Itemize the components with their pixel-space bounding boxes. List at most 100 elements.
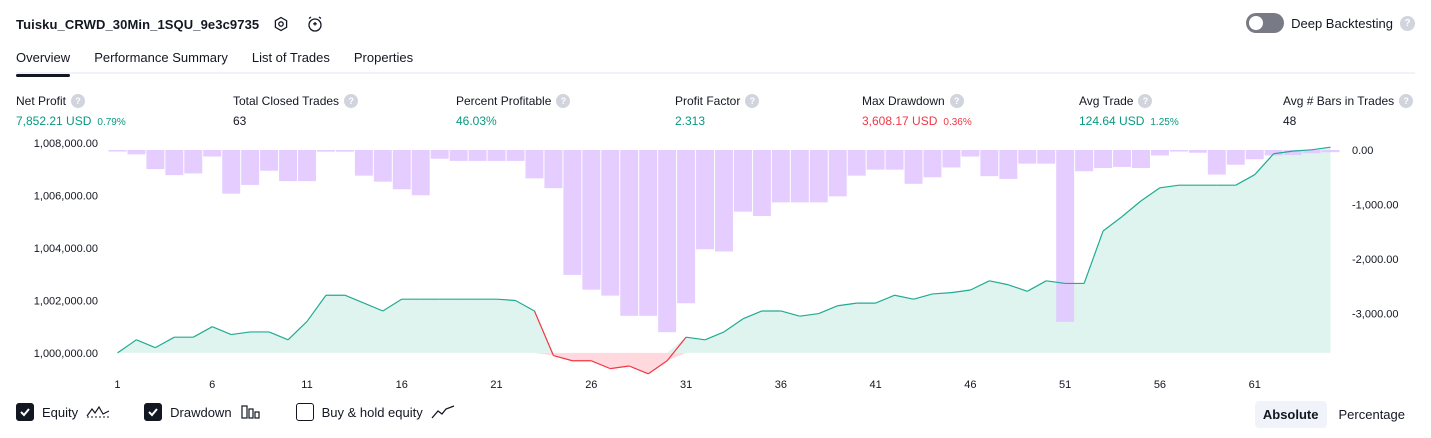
legend-label: Equity [42, 404, 79, 420]
metric-profit-factor: Profit Factor? 2.313 [675, 94, 760, 128]
tab-properties[interactable]: Properties [353, 50, 414, 65]
equity-line-segment [1102, 216, 1123, 232]
equity-line-segment [553, 354, 573, 362]
drawdown-bars-icon [240, 404, 262, 420]
equity-line-segment [515, 299, 535, 312]
info-icon[interactable]: ? [745, 94, 760, 108]
equity-line-segment [1273, 150, 1293, 155]
drawdown-bar [127, 150, 146, 155]
equity-line-segment [155, 336, 175, 349]
legend-buy-hold[interactable]: Buy & hold equity [295, 403, 455, 421]
equity-line-segment [1235, 174, 1255, 186]
equity-line-segment [382, 298, 403, 312]
equity-line-segment [306, 294, 327, 322]
equity-line-segment [686, 336, 706, 341]
drawdown-bar [677, 150, 696, 304]
gear-icon[interactable] [269, 12, 293, 36]
drawdown-bar [506, 150, 525, 161]
equity-line-segment [533, 310, 554, 356]
drawdown-bar [487, 150, 506, 161]
percentage-button[interactable]: Percentage [1338, 407, 1406, 422]
add-alert-icon[interactable] [303, 12, 327, 36]
tab-overview[interactable]: Overview [16, 47, 71, 77]
x-axis-tick-label: 11 [301, 379, 312, 391]
equity-checkbox[interactable] [16, 403, 34, 421]
equity-line-segment [1254, 153, 1275, 176]
drawdown-bar [1075, 150, 1094, 172]
drawdown-bar [601, 150, 620, 296]
info-icon[interactable]: ? [556, 94, 571, 108]
drawdown-bar [222, 150, 241, 194]
equity-line-segment [1026, 280, 1047, 292]
equity-line-segment [629, 365, 649, 375]
help-icon[interactable]: ? [1400, 15, 1415, 31]
info-icon[interactable]: ? [1138, 94, 1153, 108]
deep-backtesting-toggle[interactable] [1246, 13, 1285, 33]
drawdown-bar [1302, 150, 1321, 154]
drawdown-bar [1283, 150, 1302, 155]
equity-line-segment [818, 305, 838, 315]
info-icon[interactable]: ? [949, 94, 964, 108]
equity-line-segment [212, 326, 232, 336]
metric-label: Max Drawdown [862, 94, 945, 108]
legend-equity[interactable]: Equity [16, 403, 110, 421]
equity-line-segment [117, 339, 137, 354]
metric-value: 46.03% [456, 114, 497, 128]
drawdown-bar [942, 150, 961, 168]
legend-label: Buy & hold equity [321, 404, 423, 420]
equity-line-segment [742, 310, 763, 320]
drawdown-bar [1245, 150, 1264, 160]
drawdown-bar [184, 150, 203, 174]
metric-label: Avg Trade [1079, 94, 1134, 108]
strategy-name: Tuisku_CRWD_30Min_1SQU_9e3c9735 [16, 16, 260, 32]
right-axis-tick-label: -1,000.00 [1352, 200, 1398, 212]
metric-percent-profitable: Percent Profitable? 46.03% [456, 94, 571, 128]
metric-label: Total Closed Trades [233, 94, 340, 108]
drawdown-bar [582, 150, 601, 290]
info-icon[interactable]: ? [71, 94, 86, 108]
equity-drawdown-chart[interactable]: 1,000,000.00 1,002,000.00 1,004,000.00 1,00… [0, 134, 1431, 396]
equity-line-segment [1311, 146, 1331, 151]
equity-line-segment [799, 312, 819, 317]
drawdown-bar [449, 150, 468, 161]
legend-drawdown[interactable]: Drawdown [144, 403, 261, 421]
equity-area [117, 147, 1331, 353]
metric-total-closed-trades: Total Closed Trades? 63 [233, 94, 359, 128]
info-icon[interactable]: ? [344, 94, 359, 108]
equity-line-segment [894, 294, 914, 300]
drawdown-bar [1188, 150, 1207, 153]
drawdown-bar [298, 150, 316, 182]
drawdown-bar [771, 150, 790, 203]
tab-performance-summary[interactable]: Performance Summary [94, 50, 228, 65]
equity-line-icon [86, 404, 110, 420]
buy-hold-line-icon [431, 404, 455, 420]
metric-avg-trade: Avg Trade? 124.64 USD 1.25% [1079, 94, 1179, 128]
equity-line-segment [989, 280, 1009, 286]
drawdown-bar [165, 150, 184, 176]
buy-hold-checkbox[interactable] [295, 403, 314, 421]
deep-backtesting-label: Deep Backtesting [1291, 15, 1393, 31]
drawdown-bar [847, 150, 866, 176]
absolute-button[interactable]: Absolute [1254, 401, 1327, 428]
drawdown-bar [733, 150, 752, 212]
left-axis-tick-label: 1,008,000.00 [34, 138, 98, 150]
drawdown-bar [1094, 150, 1113, 168]
drawdown-bar [563, 150, 582, 275]
drawdown-bar [1226, 150, 1245, 165]
equity-line-segment [363, 302, 384, 312]
drawdown-bar [828, 150, 847, 197]
equity-line-segment [1083, 230, 1104, 284]
drawdown-checkbox[interactable] [144, 403, 163, 421]
info-icon[interactable]: ? [1399, 94, 1414, 108]
drawdown-bar [1018, 150, 1037, 164]
equity-line-segment [287, 321, 308, 341]
equity-line-segment [1159, 184, 1179, 189]
left-axis-tick-label: 1,002,000.00 [34, 295, 98, 307]
drawdown-bar [1037, 150, 1056, 164]
right-axis-tick-label: -2,000.00 [1352, 254, 1398, 266]
legend-label: Drawdown [170, 404, 232, 420]
metric-value: 7,852.21 USD [16, 114, 92, 128]
equity-line-segment [610, 365, 630, 370]
x-axis-tick-label: 61 [1249, 379, 1261, 391]
tab-list-of-trades[interactable]: List of Trades [251, 50, 330, 65]
